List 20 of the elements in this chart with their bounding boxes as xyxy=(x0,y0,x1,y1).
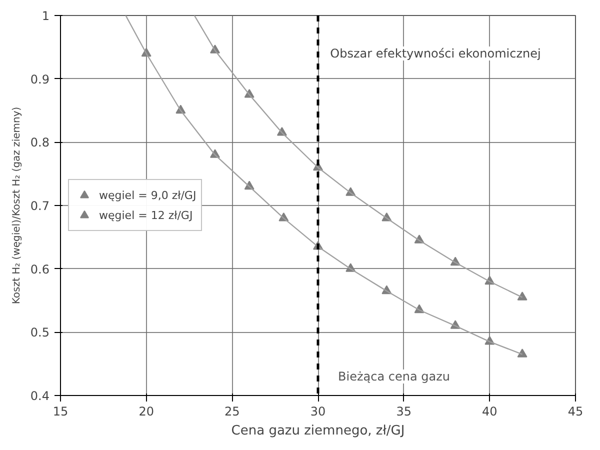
legend-label: węgiel = 9,0 zł/GJ xyxy=(99,188,196,202)
x-axis-title: Cena gazu ziemnego, zł/GJ xyxy=(231,424,405,438)
ref-line-label: Bieżąca cena gazu xyxy=(338,370,450,384)
y-tick-label: 0.8 xyxy=(30,136,50,150)
y-tick-label: 1 xyxy=(42,9,50,23)
y-axis-title: Koszt H₂ (węgiel)/Koszt H₂ (gaz ziemny) xyxy=(11,106,22,304)
x-tick-label: 20 xyxy=(138,404,154,418)
x-tick-label: 35 xyxy=(396,404,412,418)
y-tick-label: 0.4 xyxy=(30,389,50,403)
y-tick-label: 0.7 xyxy=(30,199,50,213)
y-tick-label: 0.5 xyxy=(30,326,50,340)
y-tick-label: 0.6 xyxy=(30,262,50,276)
x-tick-label: 25 xyxy=(224,404,240,418)
legend-label: węgiel = 12 zł/GJ xyxy=(99,208,193,222)
annotation: Obszar efektywności ekonomicznej xyxy=(330,46,541,60)
y-tick-label: 0.9 xyxy=(30,72,50,86)
x-tick-label: 45 xyxy=(568,404,584,418)
x-tick-label: 30 xyxy=(310,404,326,418)
x-tick-label: 40 xyxy=(482,404,498,418)
x-tick-label: 15 xyxy=(52,404,68,418)
